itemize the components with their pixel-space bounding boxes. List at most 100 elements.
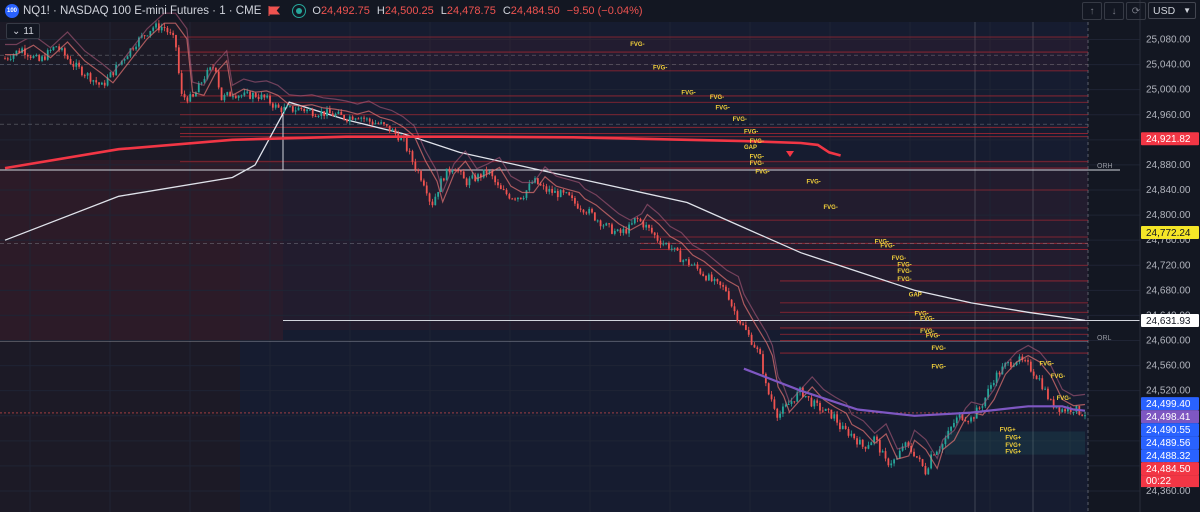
- candle-body: [1058, 407, 1061, 412]
- candle-body: [331, 113, 334, 117]
- fvg-label: FVG-: [750, 139, 764, 145]
- candle-body: [562, 190, 565, 193]
- candle-body: [303, 109, 306, 112]
- symbol-title[interactable]: NQ1! · NASDAQ 100 E-mini Futures · 1 · C…: [23, 5, 262, 17]
- candle-body: [485, 169, 488, 174]
- price-tag: 24,488.32: [1141, 449, 1199, 463]
- fvg-bear-box: [180, 37, 1088, 71]
- candle-body: [192, 94, 194, 97]
- candle-body: [571, 195, 573, 199]
- candle-body: [1018, 356, 1021, 362]
- candle-body: [710, 274, 713, 282]
- refresh-icon[interactable]: ⟳: [1126, 2, 1146, 20]
- chart-tools: ↑ ↓ ⟳: [1082, 2, 1146, 20]
- candle-body: [169, 32, 172, 34]
- symbol-logo-icon[interactable]: 100: [5, 4, 19, 18]
- arrow-down-icon[interactable]: ↓: [1104, 2, 1124, 20]
- candle-body: [568, 192, 571, 196]
- candle-body: [348, 116, 351, 122]
- candle-body: [1084, 415, 1086, 417]
- candle-body: [522, 197, 525, 200]
- candle-body: [961, 413, 964, 421]
- candle-body: [693, 264, 696, 266]
- candle-body: [650, 227, 653, 233]
- candle-body: [585, 212, 588, 214]
- candle-body: [195, 92, 197, 97]
- candle-body: [460, 170, 462, 172]
- candle-body: [619, 229, 622, 233]
- ema-red-line: [4, 135, 841, 170]
- candle-body: [682, 260, 685, 263]
- candle-body: [1049, 399, 1052, 401]
- candle-body: [904, 442, 907, 447]
- candle-body: [200, 82, 203, 84]
- candle-body: [351, 116, 354, 120]
- price-tag-bg: [1141, 313, 1199, 327]
- candle-body: [146, 35, 149, 37]
- price-tag-bg: [1141, 132, 1199, 146]
- candle-body: [206, 69, 209, 79]
- candle-body: [898, 450, 901, 459]
- candle-body: [334, 113, 337, 117]
- candle-body: [542, 185, 545, 187]
- candle-body: [1055, 407, 1058, 409]
- indicators-toggle-button[interactable]: ⌄ 11: [6, 23, 40, 39]
- candle-body: [377, 123, 380, 125]
- sell-marker-icon: [786, 151, 794, 157]
- currency-select[interactable]: USD ▼: [1148, 2, 1196, 19]
- candle-body: [326, 109, 328, 116]
- market-status-icon[interactable]: [292, 4, 307, 18]
- candle-body: [856, 438, 858, 445]
- candle-body: [759, 349, 762, 355]
- candle-body: [4, 58, 6, 60]
- fvg-bull-box: [945, 431, 1085, 455]
- candle-body: [1052, 399, 1055, 408]
- candle-body: [360, 117, 363, 119]
- chevron-down-icon: ⌄: [12, 25, 21, 37]
- price-levels: ORH ORL: [0, 36, 1140, 414]
- fvg-label: FVG-: [716, 106, 730, 112]
- candle-body: [767, 383, 770, 395]
- candle-body: [970, 417, 972, 422]
- fvg-label: FVG-: [920, 316, 934, 322]
- candle-body: [645, 224, 648, 228]
- candle-body: [847, 428, 850, 436]
- candle-body: [462, 171, 465, 179]
- candle-body: [15, 50, 18, 55]
- candle-body: [425, 185, 428, 194]
- candle-body: [699, 268, 702, 274]
- candle-body: [254, 92, 257, 97]
- candle-body: [445, 168, 448, 181]
- fvg-label: FVG+: [1000, 427, 1016, 433]
- y-tick-label: 25,000.00: [1146, 85, 1191, 96]
- chevron-down-icon: ▼: [1183, 6, 1191, 15]
- fvg-label: FVG-: [875, 239, 889, 245]
- candle-body: [810, 397, 813, 407]
- candle-body: [177, 47, 180, 74]
- fvg-label: FVG-: [806, 180, 820, 186]
- fvg-label: FVG-: [932, 346, 946, 352]
- candle-body: [830, 409, 833, 419]
- fvg-labels: FVG-FVG-FVG-FVG-FVG-FVG-FVG-FVG-GAPFVG-F…: [630, 42, 1071, 456]
- candle-body: [876, 436, 878, 441]
- candle-body: [930, 454, 933, 469]
- candle-body: [374, 123, 377, 125]
- candle-body: [1047, 388, 1049, 400]
- candle-body: [539, 184, 542, 186]
- candle-body: [1067, 407, 1069, 412]
- candle-body: [411, 151, 414, 162]
- flag-icon[interactable]: [268, 6, 281, 16]
- y-tick-label: 24,520.00: [1146, 386, 1191, 397]
- arrow-up-icon[interactable]: ↑: [1082, 2, 1102, 20]
- candle-body: [776, 408, 779, 418]
- candle-body: [688, 259, 690, 265]
- ema-fast-line: [5, 22, 1086, 470]
- candle-body: [100, 82, 103, 85]
- candle-body: [676, 247, 679, 251]
- candle-body: [670, 248, 673, 250]
- candle-body: [157, 23, 160, 31]
- candle-body: [383, 122, 385, 125]
- candle-body: [69, 58, 72, 64]
